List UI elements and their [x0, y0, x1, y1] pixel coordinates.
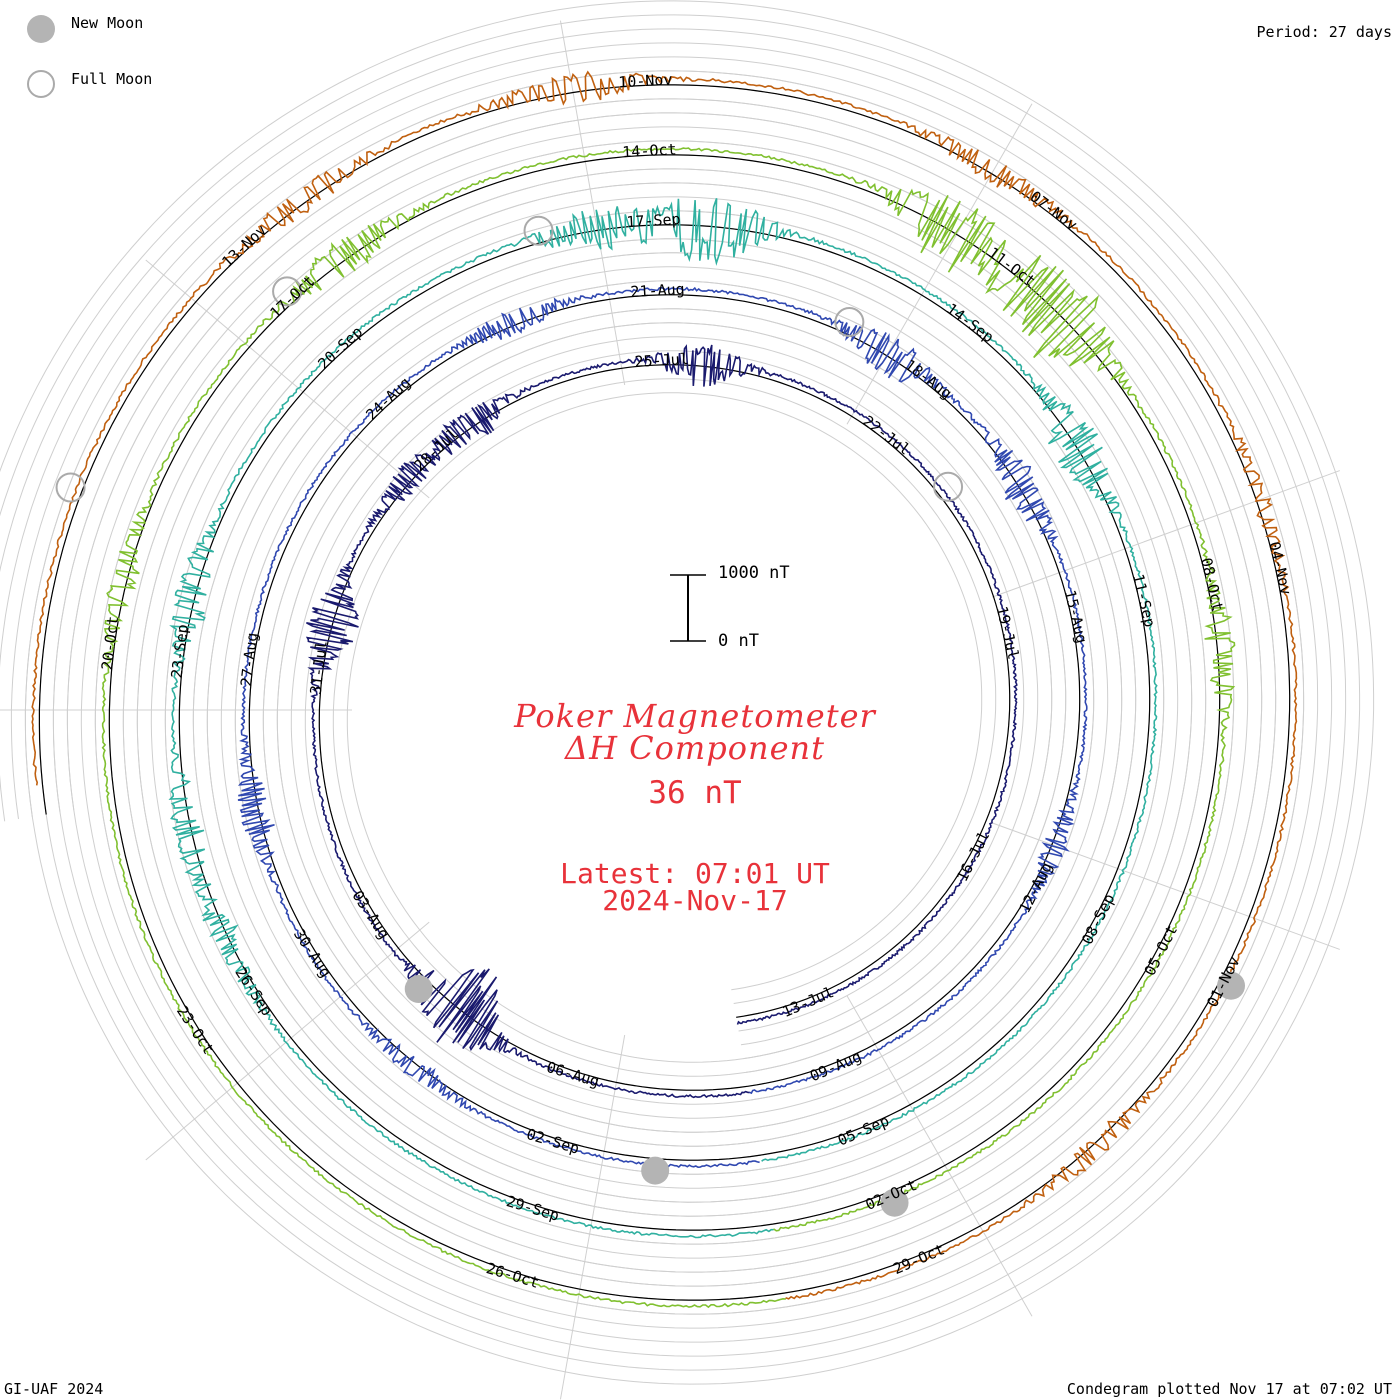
full-moon-marker: [272, 276, 303, 307]
moon-markers: [55, 215, 1246, 1217]
full-moon-label: Full Moon: [71, 70, 153, 88]
spoke-line: [846, 103, 1033, 425]
date-tick-label: 05-Oct: [1141, 922, 1181, 978]
scale-bottom-label: 0 nT: [718, 631, 759, 651]
footer-plotted: Condegram plotted Nov 17 at 07:02 UT: [1066, 1380, 1392, 1398]
grid-ring: [0, 28, 1347, 1357]
chart-subtitle: ΔH Component: [564, 729, 826, 767]
baselines: [38, 84, 1291, 1301]
date-tick-label: 27-Aug: [237, 631, 261, 687]
date-tick-label: 08-Sep: [1078, 891, 1118, 947]
date-tick-label: 22-Jul: [859, 412, 913, 459]
grid-ring: [0, 42, 1333, 1343]
scale-top-label: 1000 nT: [718, 563, 790, 583]
date-tick-label: 23-Sep: [168, 623, 192, 679]
spoke-line: [145, 921, 430, 1161]
date-tick-label: 15-Aug: [1061, 588, 1091, 645]
date-tick-label: 10-Nov: [618, 70, 673, 91]
trace-series-2: [237, 286, 1088, 1169]
date-tick-label: 17-Sep: [626, 210, 681, 231]
date-tick-label: 24-Aug: [362, 374, 414, 424]
date-tick-label: 13-Jul: [780, 983, 837, 1021]
date-tick-label: 20-Sep: [314, 323, 366, 373]
latest-time: Latest: 07:01 UT: [560, 857, 830, 890]
period-label: Period: 27 days: [1256, 23, 1392, 41]
date-tick-label: 04-Nov: [1265, 540, 1295, 597]
new-moon-marker: [880, 1188, 909, 1217]
baseline-spiral: [38, 84, 1291, 1301]
new-moon-label: New Moon: [71, 14, 144, 32]
date-tick-label: 13-Nov: [218, 221, 270, 271]
full-moon-marker: [55, 472, 86, 503]
grid-rings: [0, 0, 1375, 1385]
new-moon-marker: [1217, 971, 1246, 1000]
grid-ring: [0, 0, 1375, 1385]
date-tick-label: 21-Aug: [630, 280, 685, 301]
date-tick-label: 20-Oct: [98, 615, 122, 671]
date-tick-label: 16-Jul: [953, 828, 993, 884]
date-tick-label: 12-Aug: [1016, 859, 1056, 915]
date-tick-label: 29-Oct: [890, 1240, 947, 1278]
date-tick-label: 31-Jul: [307, 640, 331, 696]
chart-title: Poker Magnetometer: [514, 697, 876, 735]
date-tick-label: 14-Oct: [622, 140, 677, 161]
spoke-line: [991, 822, 1340, 950]
footer-credit: GI-UAF 2024: [4, 1380, 104, 1398]
trace-series-3: [168, 198, 1158, 1239]
date-tick-label: 07-Nov: [1027, 187, 1081, 234]
date-tick-label: 14-Sep: [943, 300, 997, 347]
grid-ring: [10, 56, 1319, 1329]
date-tick-label: 28-Jul: [410, 425, 462, 475]
new-moon-marker: [641, 1156, 670, 1185]
full-moon-marker: [933, 471, 964, 502]
date-tick-label: 05-Sep: [835, 1112, 892, 1150]
date-tick-label: 08-Oct: [1197, 556, 1227, 613]
date-tick-label: 09-Aug: [807, 1047, 864, 1085]
traces: [31, 70, 1298, 1309]
trace-series-5: [31, 70, 1298, 1300]
new-moon-marker: [404, 975, 433, 1004]
full-moon-marker: [834, 307, 865, 338]
date-tick-label: 25-Jul: [634, 350, 689, 371]
new-moon-swatch: [27, 15, 55, 43]
latest-date: 2024-Nov-17: [602, 884, 788, 917]
scale-bar: [670, 574, 706, 642]
date-tick-label: 11-Sep: [1129, 572, 1159, 629]
date-tick-label: 18-Aug: [901, 356, 955, 403]
spoke-line: [991, 470, 1340, 598]
full-moon-swatch: [27, 70, 55, 98]
spoke-line: [145, 259, 430, 499]
date-tick-label: 19-Jul: [993, 604, 1023, 661]
full-moon-marker: [523, 215, 554, 246]
baseline-value: 36 nT: [648, 775, 742, 811]
trace-series-4: [101, 147, 1236, 1309]
trace-series-1: [305, 344, 1018, 1099]
grid-ring: [52, 98, 1277, 1287]
